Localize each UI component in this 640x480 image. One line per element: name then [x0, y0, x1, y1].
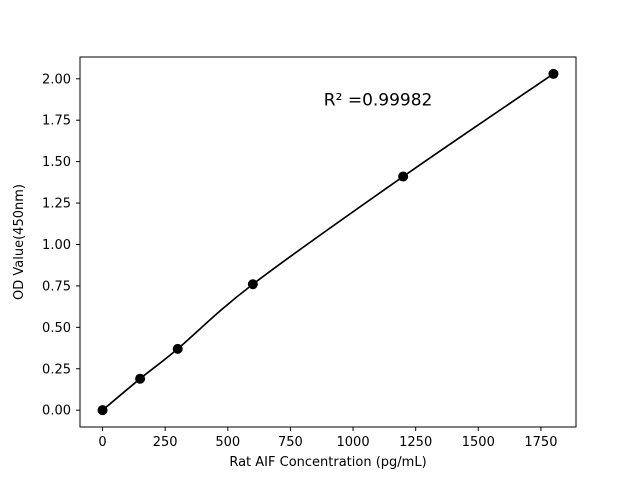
y-tick-label: 1.75 — [42, 114, 71, 129]
x-tick-label: 500 — [215, 435, 240, 450]
data-point-marker — [97, 405, 108, 416]
y-tick-label: 1.25 — [42, 197, 71, 212]
plot-area — [79, 56, 577, 428]
x-tick-label: 250 — [153, 435, 178, 450]
y-tick-label: 0.50 — [42, 321, 71, 336]
x-tick-label: 1500 — [462, 435, 495, 450]
y-tick-label: 1.00 — [42, 238, 71, 253]
x-tick-label: 1750 — [524, 435, 557, 450]
y-tick-label: 0.25 — [42, 362, 71, 377]
data-point-marker — [172, 343, 183, 354]
data-point-marker — [135, 373, 146, 384]
x-tick-label: 750 — [278, 435, 303, 450]
y-axis-label: OD Value(450nm) — [12, 184, 27, 300]
y-tick-label: 0.00 — [42, 404, 71, 419]
x-tick-label: 1250 — [399, 435, 432, 450]
x-tick-label: 1000 — [337, 435, 370, 450]
r-squared-annotation: R² =0.99982 — [324, 90, 433, 110]
y-tick-label: 0.75 — [42, 279, 71, 294]
x-tick-label: 0 — [98, 435, 106, 450]
y-tick-label: 1.50 — [42, 155, 71, 170]
data-point-marker — [247, 279, 258, 290]
x-axis-label: Rat AIF Concentration (pg/mL) — [229, 455, 426, 470]
data-point-marker — [398, 171, 409, 182]
y-tick-label: 2.00 — [42, 72, 71, 87]
data-point-marker — [548, 68, 559, 79]
